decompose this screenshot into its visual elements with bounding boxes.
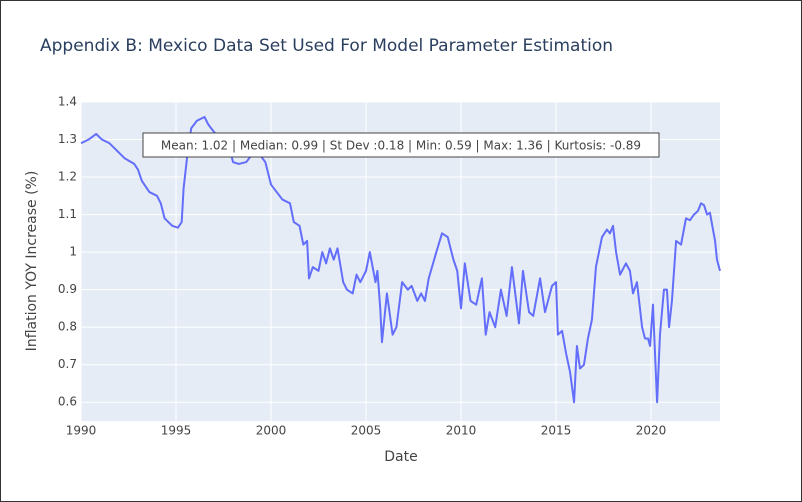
y-tick-label: 0.8 [58, 320, 77, 334]
y-tick-label: 0.6 [58, 395, 77, 409]
x-tick-label: 2000 [256, 424, 287, 438]
y-tick-label: 1.2 [58, 170, 77, 184]
y-tick-label: 1.1 [58, 207, 77, 221]
y-tick-label: 1.4 [58, 95, 77, 109]
x-tick-label: 2005 [351, 424, 382, 438]
x-tick-label: 2015 [541, 424, 572, 438]
y-tick-label: 1 [69, 245, 77, 259]
y-tick-label: 1.3 [58, 132, 77, 146]
annotation: Mean: 1.02 | Median: 0.99 | St Dev :0.18… [161, 139, 641, 153]
y-tick-label: 0.9 [58, 282, 77, 296]
x-tick-label: 2020 [636, 424, 667, 438]
data-line [80, 116, 721, 404]
y-axis-title: Inflation YOY Increase (%) [24, 171, 40, 352]
x-tick-label: 2010 [446, 424, 477, 438]
chart-title: Appendix B: Mexico Data Set Used For Mod… [40, 36, 613, 56]
x-axis-title: Date [384, 449, 417, 465]
x-tick-label: 1995 [161, 424, 192, 438]
x-tick-label: 1990 [66, 424, 97, 438]
annotation-box [142, 132, 660, 158]
y-tick-label: 0.7 [58, 357, 77, 371]
